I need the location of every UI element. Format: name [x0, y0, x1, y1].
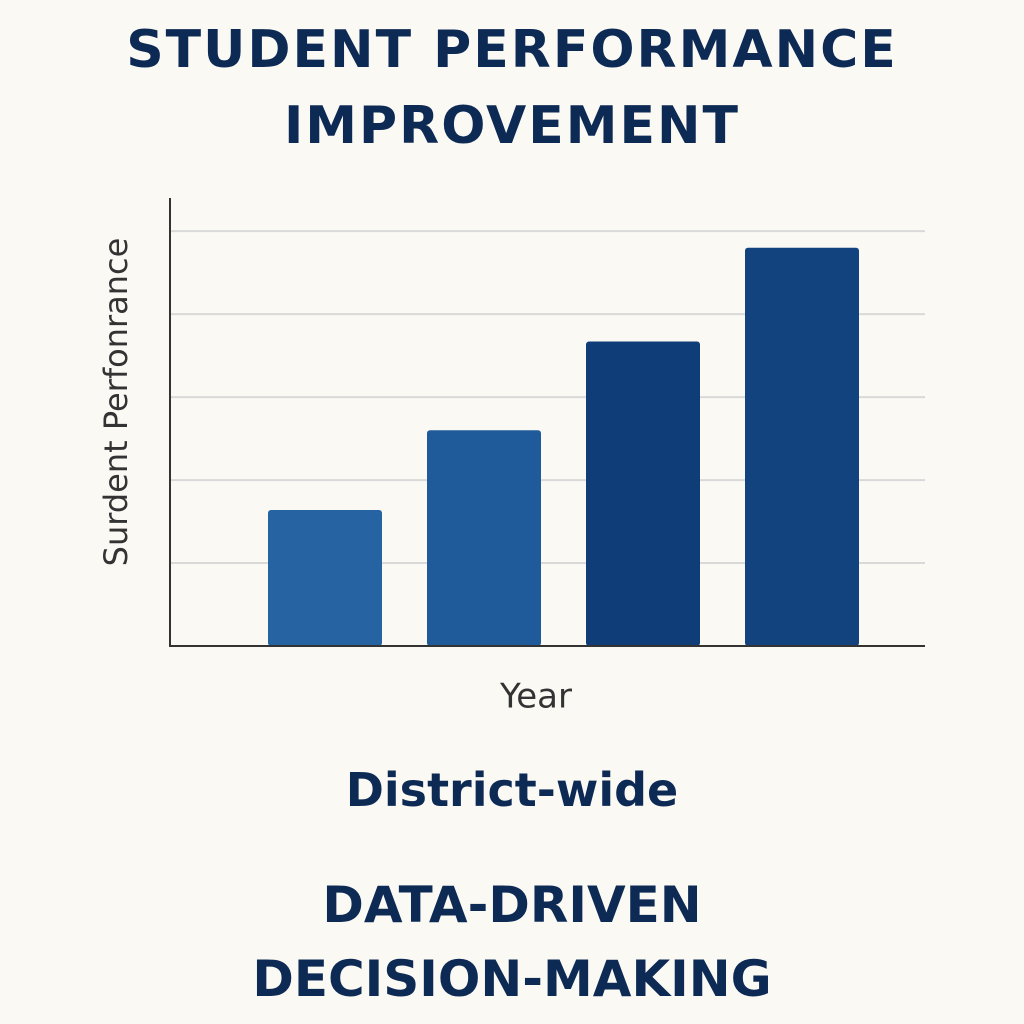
bar — [745, 247, 859, 646]
subtitle: District-wide — [345, 763, 679, 817]
bar — [268, 509, 382, 646]
footer: DATA-DRIVEN DECISION-MAKING — [252, 876, 772, 1008]
bar — [427, 430, 541, 646]
chart-title: STUDENT PERFORMANCE IMPROVEMENT — [126, 20, 898, 156]
y-axis-label: Surdent Perfonrance — [97, 238, 135, 567]
bar — [586, 341, 700, 646]
x-axis-label: Year — [499, 677, 572, 717]
